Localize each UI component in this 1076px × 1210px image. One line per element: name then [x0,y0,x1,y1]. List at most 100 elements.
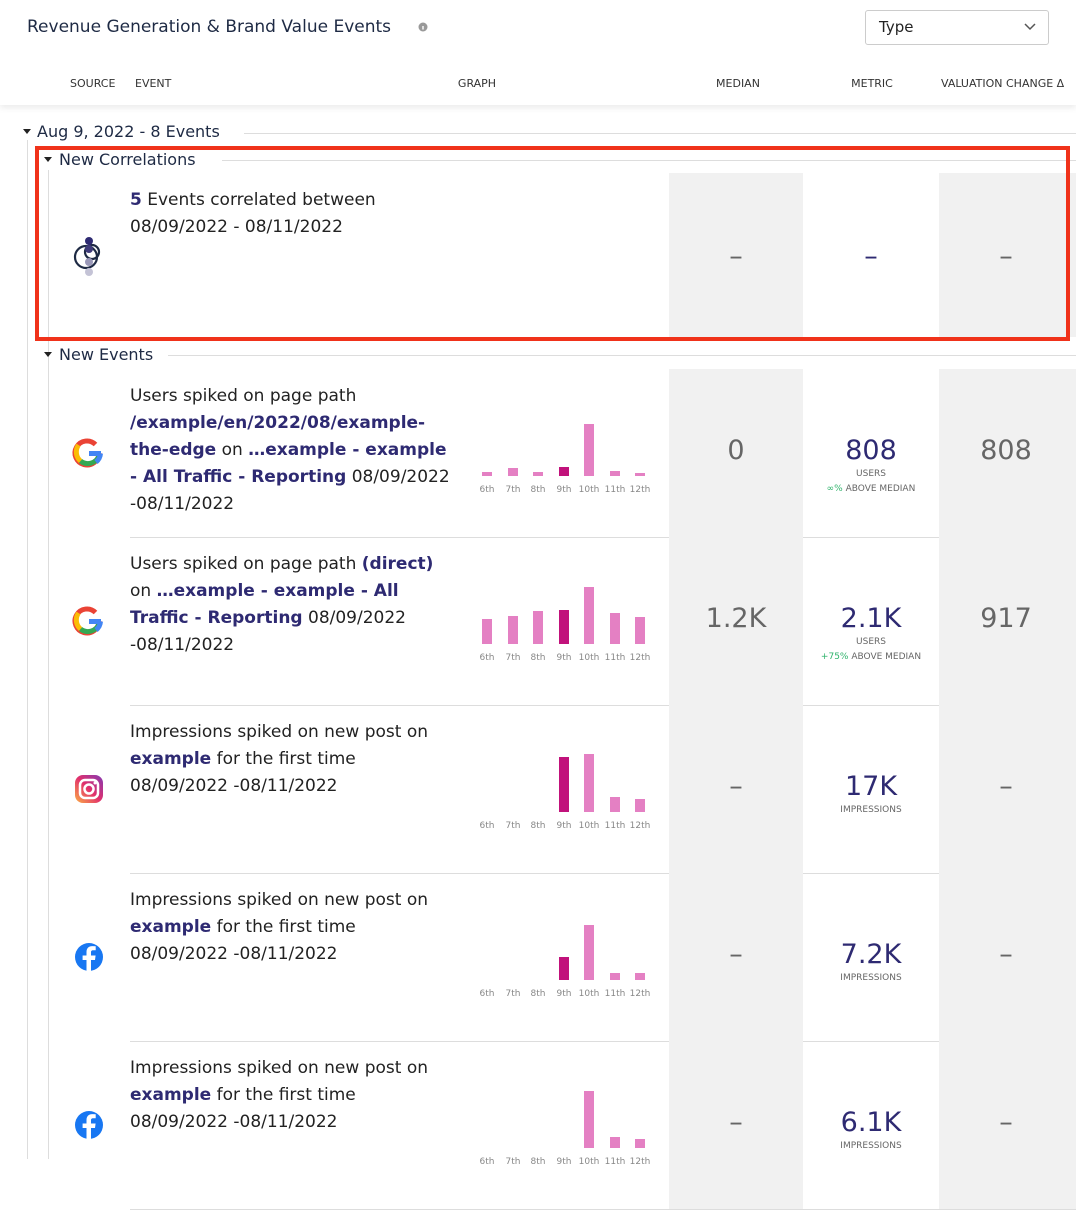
tree-line [222,160,1076,161]
event-segment[interactable]: example [130,917,212,937]
median-value: – [729,771,743,802]
bar [610,973,620,980]
valuation-value: – [999,241,1013,272]
event-segment: 08/09/2022 -08/11/2022 [130,467,450,514]
event-segment: Impressions spiked on new post on [130,1058,428,1078]
row-divider [130,1041,1076,1042]
header: Revenue Generation & Brand Value Events … [0,0,1076,105]
bar [584,424,594,476]
event-segment: 08/09/2022 -08/11/2022 [130,608,406,655]
event-segment: Users spiked on page path [130,554,362,574]
facebook-icon [75,1111,103,1139]
day-label: 8th [530,989,546,999]
type-dropdown[interactable]: Type [865,10,1049,45]
median-value: – [729,1107,743,1138]
metric-value: 808 [845,435,897,466]
change-change_label: ABOVE MEDIAN [851,652,922,662]
valuation-column [939,369,1076,537]
day-label: 7th [505,821,521,831]
collapse-toggle[interactable] [43,156,53,164]
bar [610,471,620,476]
day-label: 10th [578,989,600,999]
event-text: 5 Events correlated between 08/09/2022 -… [130,187,390,241]
metric-unit: IMPRESSIONS [840,805,902,815]
event-segment: for the first time 08/09/2022 -08/11/202… [130,1085,356,1132]
bar [635,473,645,476]
day-label: 12th [629,485,651,495]
event-text: Impressions spiked on new post on exampl… [130,887,455,968]
metric-value: 17K [844,771,898,802]
day-label: 12th [629,653,651,663]
day-label: 9th [556,821,572,831]
day-label: 7th [505,653,521,663]
day-label: 12th [629,821,651,831]
day-label: 8th [530,485,546,495]
day-label: 11th [604,989,626,999]
event-segment: for the first time 08/09/2022 -08/11/202… [130,917,356,964]
event-segment[interactable]: (direct) [361,554,434,574]
event-segment[interactable]: example [130,749,212,769]
instagram-icon [75,775,103,803]
valuation-column [939,173,1076,337]
day-label: 11th [604,821,626,831]
event-segment: Events correlated between 08/09/2022 - 0… [130,190,376,237]
group-label[interactable]: Aug 9, 2022 - 8 Events [37,122,220,141]
column-header: METRIC [851,77,893,90]
day-label: 8th [530,653,546,663]
median-column [669,705,803,873]
tree-line [244,133,1076,134]
dropdown-label: Type [879,18,914,36]
valuation-column [939,705,1076,873]
day-label: 9th [556,485,572,495]
metric-unit: USERS [856,637,886,647]
bar [584,754,594,812]
column-header: GRAPH [457,77,497,90]
metric-value: – [864,241,878,272]
change-change: ∞% [826,484,843,494]
event-segment[interactable]: …example - example - All Traffic - Repor… [130,440,447,487]
day-label: 9th [556,989,572,999]
collapse-toggle[interactable] [22,128,32,136]
day-label: 9th [556,653,572,663]
highlight-box [35,146,1070,341]
event-segment[interactable]: /example/en/2022/08/example-the-edge [130,413,426,460]
section-label[interactable]: New Correlations [59,150,196,169]
day-label: 6th [479,989,495,999]
valuation-value: – [999,771,1013,802]
day-label: 12th [629,989,651,999]
info-icon[interactable] [418,22,428,32]
event-segment[interactable]: …example - example - All Traffic - Repor… [130,581,399,628]
bar [584,925,594,980]
bar [533,472,543,476]
day-label: 10th [578,485,600,495]
median-value: 0 [727,435,745,466]
day-label: 10th [578,653,600,663]
collapse-toggle[interactable] [43,351,53,359]
median-column [669,873,803,1041]
event-segment[interactable]: 5 [130,190,142,210]
bar [559,467,569,476]
metric-value: 2.1K [840,603,902,634]
event-segment: on [130,581,157,601]
event-segment: Impressions spiked on new post on [130,890,428,910]
bar [559,957,569,980]
bar [508,616,518,644]
bar [584,1091,594,1148]
metric-value: 7.2K [840,939,902,970]
title: Revenue Generation & Brand Value Events [27,17,392,37]
median-value: – [729,939,743,970]
event-segment: for the first time 08/09/2022 -08/11/202… [130,749,356,796]
google-icon [72,606,103,636]
column-header: MEDIAN [716,77,760,90]
valuation-column [939,873,1076,1041]
day-label: 7th [505,989,521,999]
day-label: 6th [479,485,495,495]
bar [635,799,645,812]
median-column [669,173,803,337]
row-divider [130,873,1076,874]
event-segment[interactable]: example [130,1085,212,1105]
section-label[interactable]: New Events [59,345,154,364]
day-label: 8th [530,821,546,831]
bar [482,472,492,476]
tree-line [48,170,49,1159]
